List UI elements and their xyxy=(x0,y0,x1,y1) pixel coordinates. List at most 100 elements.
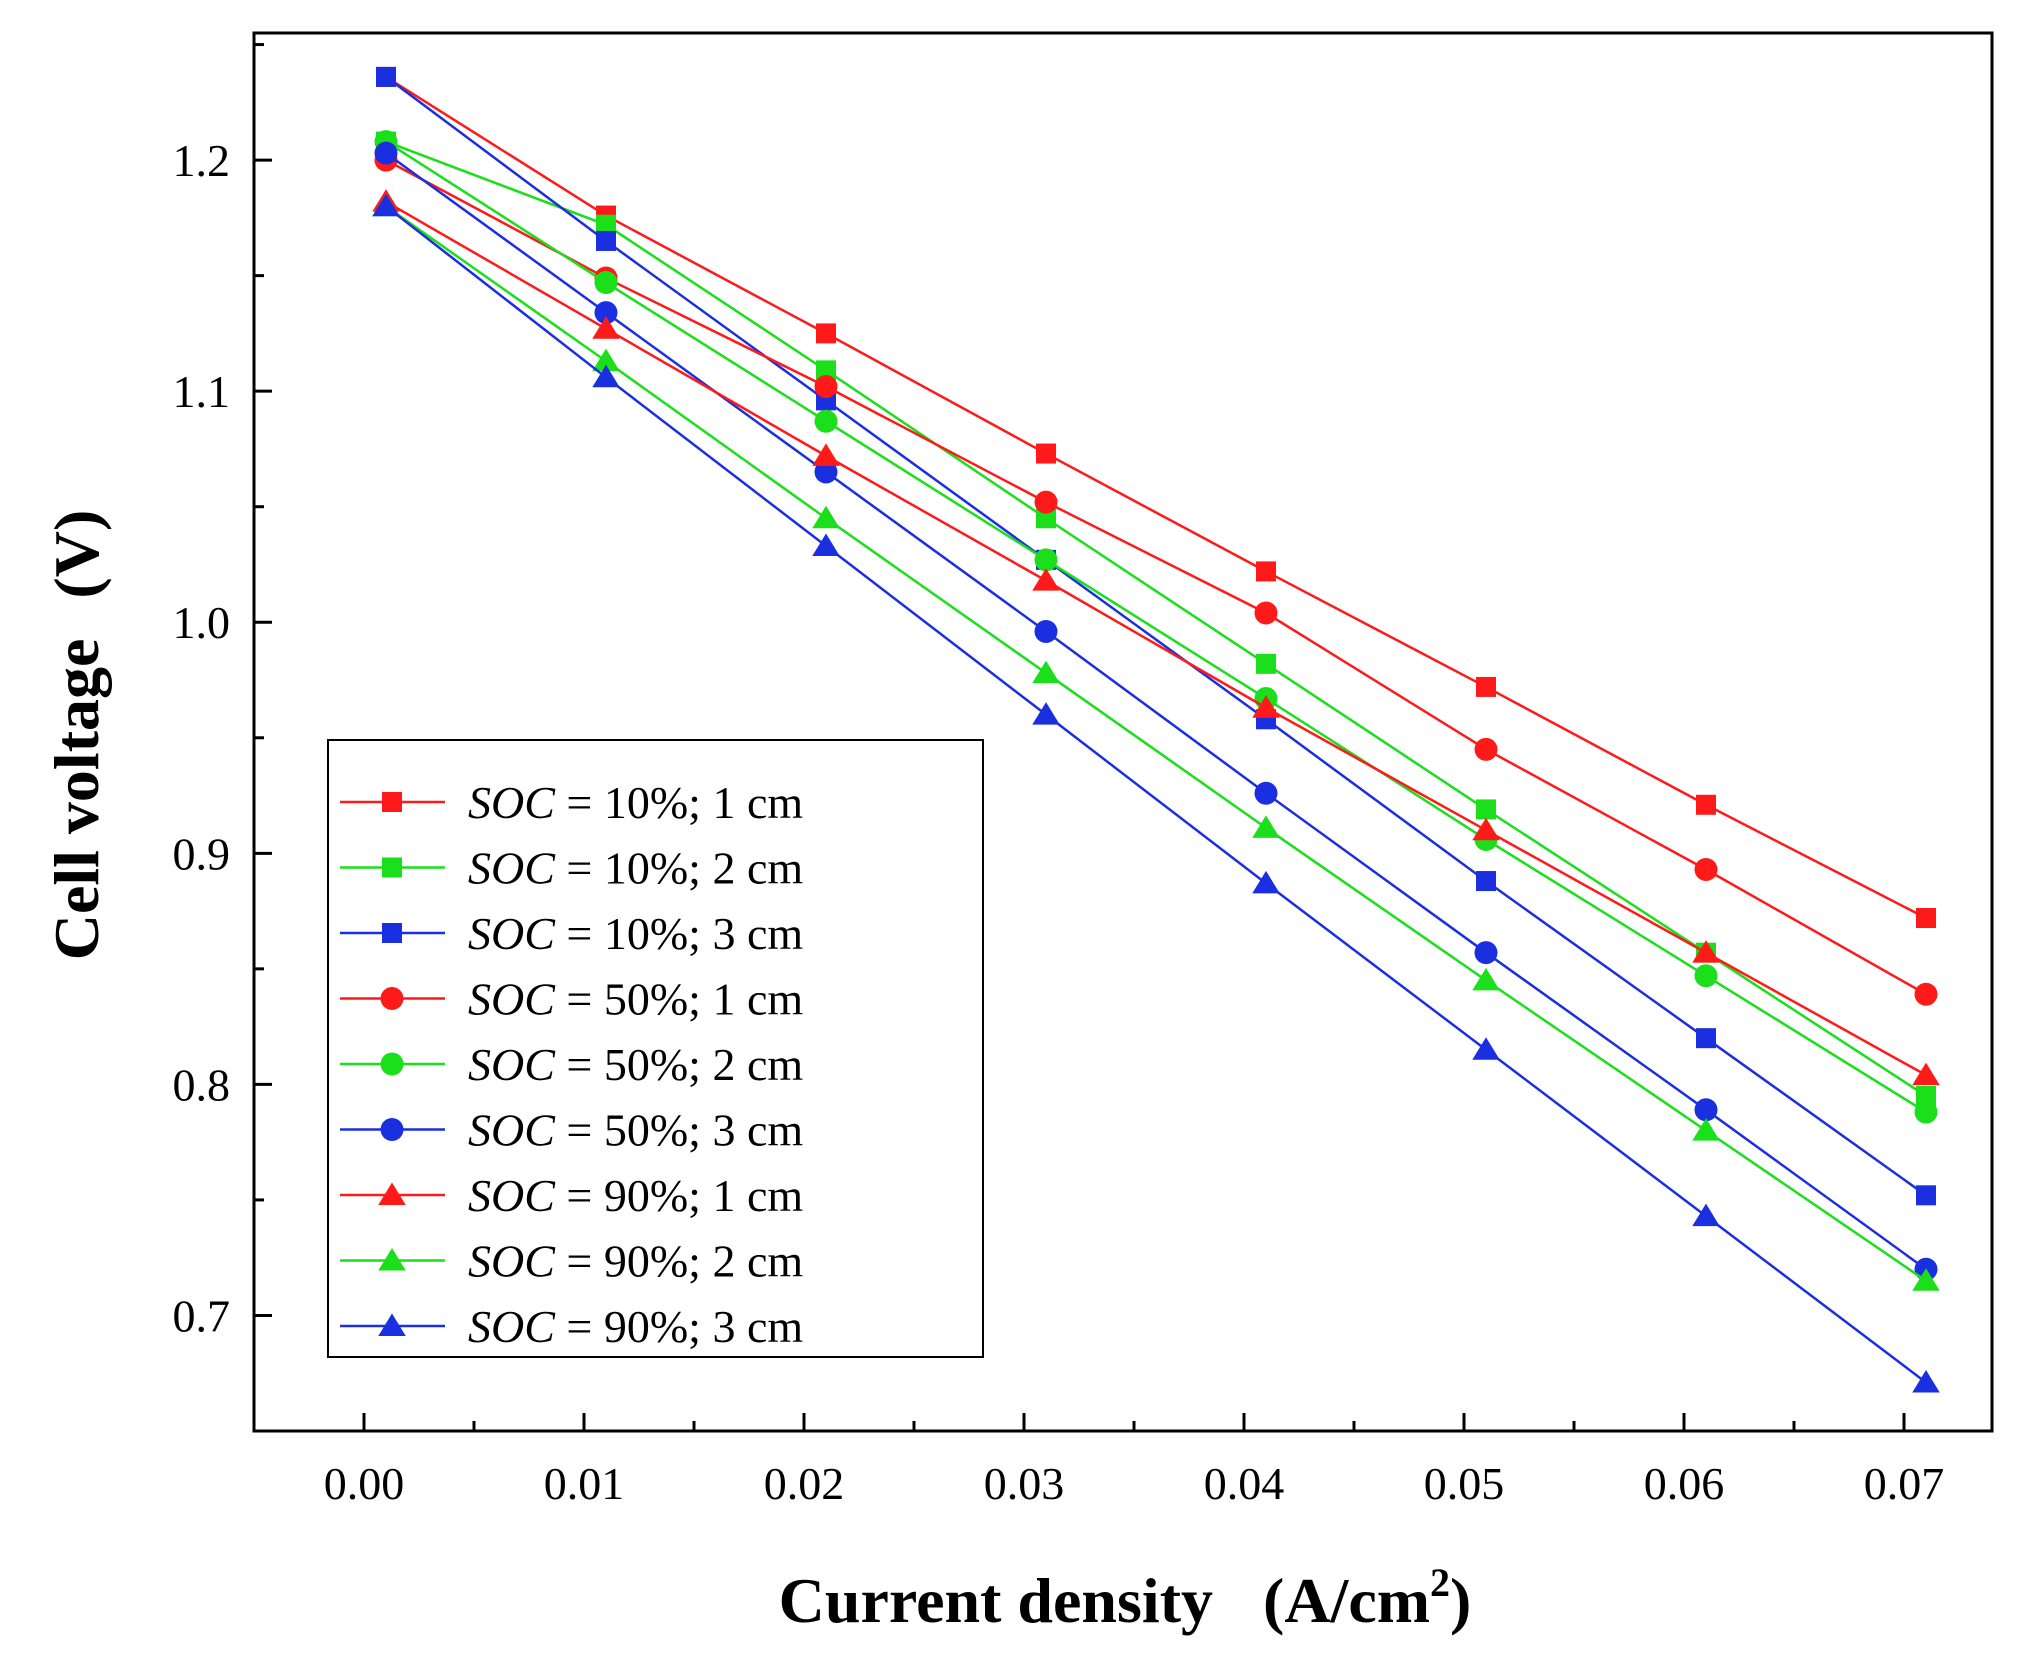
y-axis-title: Cell voltage(V) xyxy=(41,510,112,961)
legend-marker xyxy=(382,923,402,943)
legend-item: SOC = 50%; 3 cm xyxy=(340,1105,803,1156)
data-point xyxy=(1912,1268,1940,1291)
y-tick-label: 0.9 xyxy=(173,828,231,879)
series-8 xyxy=(372,193,1940,1291)
data-point xyxy=(1476,799,1496,820)
data-point xyxy=(1694,1098,1718,1122)
legend-label: SOC = 90%; 2 cm xyxy=(468,1236,803,1287)
legend-marker xyxy=(380,1052,404,1076)
legend-item: SOC = 90%; 2 cm xyxy=(340,1236,803,1287)
legend-label: SOC = 10%; 2 cm xyxy=(468,843,803,894)
data-point xyxy=(1034,548,1058,572)
legend-label: SOC = 10%; 3 cm xyxy=(468,908,803,959)
legend-marker xyxy=(378,1248,406,1271)
legend: SOC = 10%; 1 cm SOC = 10%; 2 cm SOC = 10%;… xyxy=(327,739,984,1358)
series-7 xyxy=(372,189,1940,1086)
legend-label: SOC = 50%; 3 cm xyxy=(468,1105,803,1156)
legend-label: SOC = 10%; 1 cm xyxy=(468,777,803,828)
data-point xyxy=(1696,794,1716,815)
y-tick-label: 1.2 xyxy=(173,135,231,186)
data-point xyxy=(1476,676,1496,697)
data-point xyxy=(1474,941,1498,965)
legend-item: SOC = 10%; 2 cm xyxy=(340,843,803,894)
data-point xyxy=(596,214,616,235)
series-3 xyxy=(376,66,1936,1206)
series-line xyxy=(385,75,1927,920)
data-point xyxy=(1472,817,1500,841)
data-point xyxy=(1032,660,1060,684)
series-2 xyxy=(376,131,1936,1106)
x-tick-label: 0.03 xyxy=(984,1458,1065,1509)
data-point xyxy=(592,364,620,388)
legend-marker xyxy=(382,857,402,878)
series-layer xyxy=(372,66,1940,1393)
series-line xyxy=(385,140,1927,1097)
data-point xyxy=(1914,982,1938,1006)
data-point xyxy=(812,505,840,529)
data-point xyxy=(1254,601,1278,625)
data-point xyxy=(814,460,838,484)
data-point xyxy=(816,360,836,381)
x-tick-label: 0.02 xyxy=(764,1458,845,1509)
data-point xyxy=(1696,1028,1716,1049)
data-point xyxy=(592,316,620,339)
x-tick-label: 0.06 xyxy=(1644,1458,1725,1509)
x-axis-title: Current density (A/cm2) xyxy=(779,1560,1472,1636)
data-point xyxy=(814,409,838,433)
data-point xyxy=(1692,1203,1720,1227)
data-point xyxy=(596,230,616,251)
data-point xyxy=(1472,1037,1500,1060)
series-line xyxy=(385,158,1927,996)
legend-label: SOC = 90%; 1 cm xyxy=(468,1170,803,1221)
legend-label: SOC = 50%; 1 cm xyxy=(468,974,803,1025)
series-4 xyxy=(374,148,1938,1006)
data-point xyxy=(1694,857,1718,881)
data-point xyxy=(1252,870,1280,894)
series-6 xyxy=(374,141,1938,1281)
data-point xyxy=(1036,443,1056,464)
y-tick-label: 1.0 xyxy=(173,597,231,648)
legend-marker xyxy=(382,792,402,812)
legend-item: SOC = 90%; 1 cm xyxy=(340,1170,803,1221)
series-9 xyxy=(372,193,1940,1393)
legend-box xyxy=(327,739,984,1358)
data-point xyxy=(1692,940,1720,963)
series-line xyxy=(385,205,1927,1384)
data-point xyxy=(592,348,620,372)
data-point xyxy=(594,301,618,325)
data-point xyxy=(1476,871,1496,892)
series-line xyxy=(385,75,1927,1197)
data-point xyxy=(1034,490,1058,514)
data-point xyxy=(1916,908,1936,929)
legend-item: SOC = 50%; 2 cm xyxy=(340,1039,803,1090)
legend-item: SOC = 10%; 1 cm xyxy=(340,777,803,828)
data-point xyxy=(1916,1185,1936,1206)
data-point xyxy=(1914,1100,1938,1124)
data-point xyxy=(1474,737,1498,761)
data-point xyxy=(1694,964,1718,988)
legend-item: SOC = 90%; 3 cm xyxy=(340,1301,803,1352)
data-point xyxy=(1916,1085,1936,1106)
series-line xyxy=(385,205,1927,1282)
data-point xyxy=(1032,568,1060,591)
data-point xyxy=(1252,695,1280,718)
data-point xyxy=(1912,1062,1940,1086)
data-point xyxy=(1912,1369,1940,1393)
y-tick-label: 0.7 xyxy=(173,1290,231,1341)
data-point xyxy=(376,66,396,87)
data-point xyxy=(1252,815,1280,838)
legend-item: SOC = 10%; 3 cm xyxy=(340,908,803,959)
legend-marker xyxy=(378,1313,406,1336)
x-axis-title-sup: 2 xyxy=(1430,1560,1450,1605)
data-point xyxy=(812,533,840,556)
y-tick-label: 0.8 xyxy=(173,1059,231,1110)
legend-marker xyxy=(380,1118,404,1141)
legend-label: SOC = 50%; 2 cm xyxy=(468,1039,803,1090)
data-point xyxy=(1692,1118,1720,1141)
data-point xyxy=(1034,619,1058,643)
series-line xyxy=(385,140,1927,1114)
data-point xyxy=(816,323,836,344)
data-point xyxy=(1256,561,1276,582)
x-tick-label: 0.07 xyxy=(1864,1458,1945,1509)
